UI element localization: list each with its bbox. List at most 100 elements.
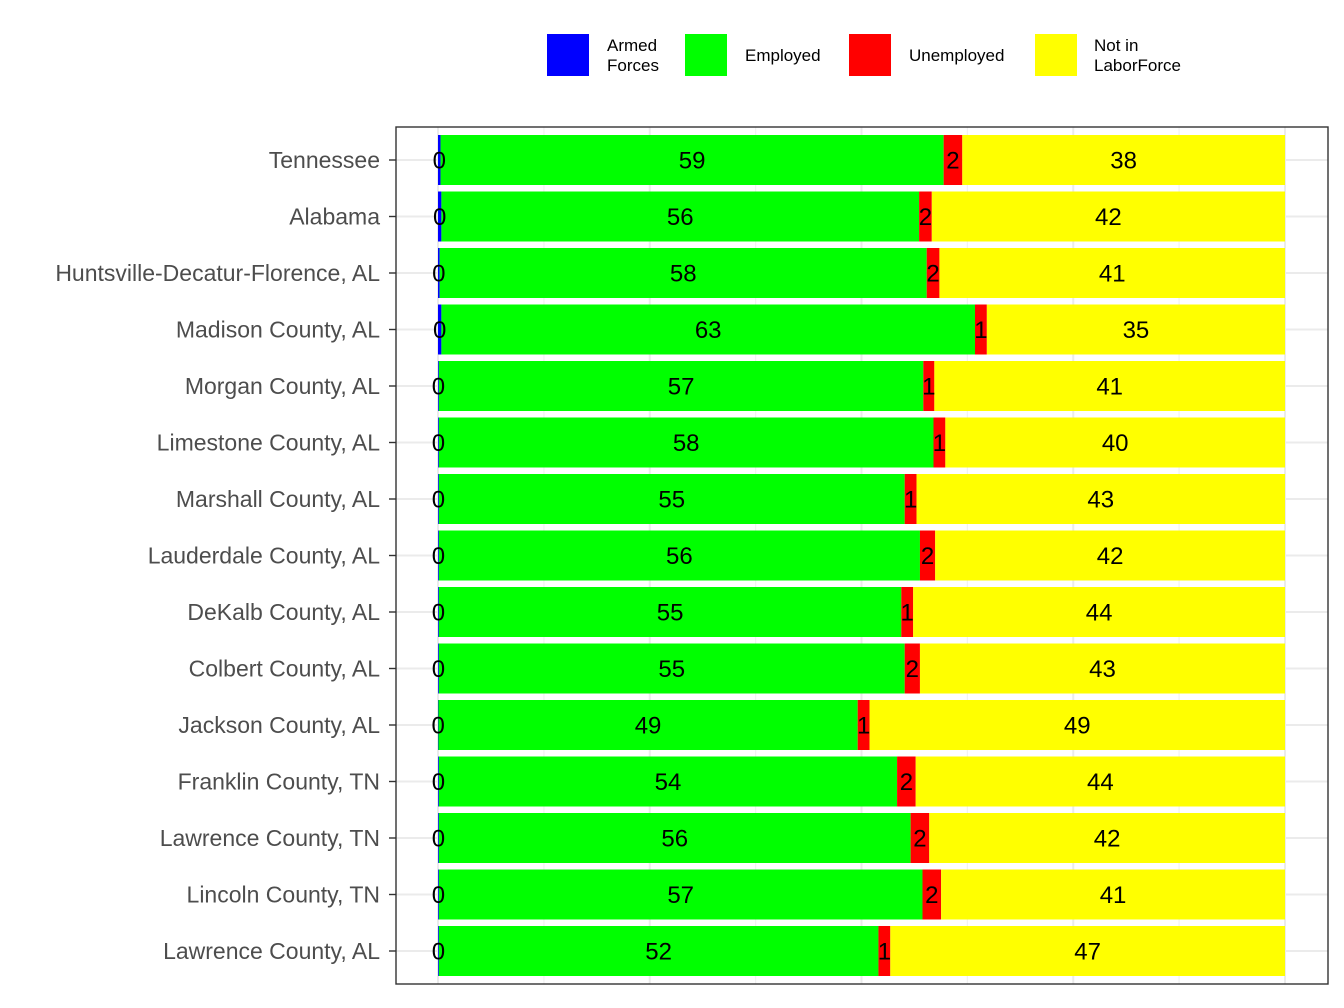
bar-not-in-laborforce-lauderdale-county-al: [935, 530, 1285, 581]
bar-armed-forces-dekalb-county-al: [438, 587, 439, 637]
data-label-not-in-laborforce-alabama: 42: [1095, 204, 1122, 231]
bar-armed-forces-lawrence-county-tn: [438, 813, 439, 863]
bar-not-in-laborforce-alabama: [931, 191, 1285, 242]
bar-unemployed-colbert-county-al: [904, 643, 920, 694]
bar-employed-colbert-county-al: [438, 643, 905, 694]
bar-armed-forces-madison-county-al: [438, 304, 442, 355]
data-label-armed-forces-huntsville-decatur-florence-al: 0: [432, 261, 445, 288]
bar-employed-franklin-county-tn: [438, 756, 898, 807]
data-label-unemployed-alabama: 2: [919, 204, 932, 231]
data-label-employed-jackson-county-al: 49: [635, 713, 662, 740]
bar-employed-limestone-county-al: [438, 417, 934, 468]
data-label-not-in-laborforce-tennessee: 38: [1110, 148, 1137, 175]
bar-employed-dekalb-county-al: [438, 587, 902, 637]
data-label-unemployed-marshall-county-al: 1: [904, 487, 917, 514]
data-label-employed-dekalb-county-al: 55: [657, 600, 684, 627]
bar-unemployed-marshall-county-al: [904, 474, 917, 524]
y-tick-label-tennessee: Tennessee: [269, 147, 380, 173]
y-tick-label-lawrence-county-al: Lawrence County, AL: [163, 938, 380, 964]
y-axis: Tennessee Alabama Huntsville-Decatur-Flore…: [55, 147, 396, 964]
y-tick-label-marshall-county-al: Marshall County, AL: [176, 486, 380, 512]
bar-unemployed-limestone-county-al: [933, 417, 946, 468]
bar-not-in-laborforce-tennessee: [962, 135, 1285, 185]
bar-not-in-laborforce-franklin-county-tn: [915, 756, 1285, 807]
bar-employed-marshall-county-al: [438, 474, 905, 524]
data-label-unemployed-tennessee: 2: [946, 148, 959, 175]
data-label-not-in-laborforce-marshall-county-al: 43: [1087, 487, 1114, 514]
data-label-employed-limestone-county-al: 58: [673, 430, 700, 457]
bar-armed-forces-lawrence-county-al: [438, 926, 439, 976]
bar-employed-tennessee: [440, 135, 944, 185]
data-label-employed-huntsville-decatur-florence-al: 58: [670, 261, 697, 288]
data-label-unemployed-lauderdale-county-al: 2: [921, 543, 934, 570]
data-label-unemployed-lawrence-county-al: 1: [878, 939, 891, 966]
bar-armed-forces-franklin-county-tn: [438, 756, 439, 807]
bar-employed-lawrence-county-tn: [438, 813, 911, 863]
data-label-unemployed-jackson-county-al: 1: [857, 713, 870, 740]
legend-key-armed-forces: [547, 34, 589, 76]
data-label-armed-forces-franklin-county-tn: 0: [432, 769, 445, 796]
data-label-unemployed-lawrence-county-tn: 2: [913, 826, 926, 853]
legend-label-armed-forces: Armed: [607, 36, 657, 55]
bar-unemployed-madison-county-al: [974, 304, 987, 355]
y-tick-label-franklin-county-tn: Franklin County, TN: [178, 769, 380, 795]
panel-border: [395, 126, 1329, 985]
bars: [438, 135, 1285, 976]
data-label-unemployed-colbert-county-al: 2: [906, 656, 919, 683]
bar-employed-jackson-county-al: [438, 700, 858, 750]
legend-key-not-in-laborforce: [1035, 34, 1077, 76]
data-label-not-in-laborforce-franklin-county-tn: 44: [1087, 769, 1114, 796]
data-label-armed-forces-lawrence-county-al: 0: [432, 939, 445, 966]
data-label-armed-forces-tennessee: 0: [433, 148, 446, 175]
bar-unemployed-lawrence-county-tn: [910, 813, 930, 863]
data-label-not-in-laborforce-jackson-county-al: 49: [1064, 713, 1091, 740]
bar-employed-huntsville-decatur-florence-al: [439, 248, 927, 298]
y-tick-label-alabama: Alabama: [289, 204, 380, 230]
bar-employed-lincoln-county-tn: [438, 869, 923, 920]
data-labels: 0 59 2 38 0 56 2 42 0 58 2 41 0 63 1 35 0 57 1 41 0 58 1 40 0 55 1…: [432, 148, 1150, 966]
data-label-not-in-laborforce-morgan-county-al: 41: [1096, 374, 1123, 401]
data-label-employed-madison-county-al: 63: [695, 317, 722, 344]
data-label-unemployed-huntsville-decatur-florence-al: 2: [926, 261, 939, 288]
data-label-employed-alabama: 56: [667, 204, 694, 231]
data-label-employed-franklin-county-tn: 54: [655, 769, 682, 796]
data-label-employed-marshall-county-al: 55: [658, 487, 685, 514]
bar-armed-forces-tennessee: [438, 135, 441, 185]
y-tick-label-dekalb-county-al: DeKalb County, AL: [187, 599, 380, 625]
data-label-not-in-laborforce-lincoln-county-tn: 41: [1100, 882, 1127, 909]
y-tick-label-morgan-county-al: Morgan County, AL: [185, 373, 380, 399]
bar-not-in-laborforce-marshall-county-al: [916, 474, 1285, 524]
bar-armed-forces-jackson-county-al: [438, 700, 439, 750]
bar-employed-madison-county-al: [441, 304, 975, 355]
bar-unemployed-lincoln-county-tn: [922, 869, 942, 920]
data-label-not-in-laborforce-dekalb-county-al: 44: [1086, 600, 1113, 627]
data-label-employed-colbert-county-al: 55: [658, 656, 685, 683]
y-tick-label-jackson-county-al: Jackson County, AL: [178, 712, 380, 738]
data-label-employed-lawrence-county-al: 52: [645, 939, 672, 966]
data-label-armed-forces-limestone-county-al: 0: [432, 430, 445, 457]
data-label-employed-lawrence-county-tn: 56: [661, 826, 688, 853]
data-label-not-in-laborforce-colbert-county-al: 43: [1089, 656, 1116, 683]
bar-not-in-laborforce-lawrence-county-tn: [929, 813, 1285, 863]
bar-not-in-laborforce-limestone-county-al: [945, 417, 1285, 468]
bar-employed-lawrence-county-al: [438, 926, 879, 976]
data-label-employed-lincoln-county-tn: 57: [667, 882, 694, 909]
data-label-employed-tennessee: 59: [679, 148, 706, 175]
bar-unemployed-tennessee: [943, 135, 963, 185]
y-tick-label-colbert-county-al: Colbert County, AL: [189, 656, 381, 682]
data-label-armed-forces-lawrence-county-tn: 0: [432, 826, 445, 853]
bar-not-in-laborforce-morgan-county-al: [934, 361, 1285, 411]
bar-employed-lauderdale-county-al: [438, 530, 920, 581]
data-label-not-in-laborforce-lawrence-county-al: 47: [1074, 939, 1101, 966]
data-label-armed-forces-dekalb-county-al: 0: [432, 600, 445, 627]
y-tick-label-limestone-county-al: Limestone County, AL: [157, 430, 381, 456]
legend-key-unemployed: [849, 34, 891, 76]
data-label-not-in-laborforce-madison-county-al: 35: [1123, 317, 1150, 344]
bar-unemployed-lauderdale-county-al: [919, 530, 936, 581]
data-label-employed-morgan-county-al: 57: [668, 374, 695, 401]
legend-label-employed: Employed: [745, 46, 821, 65]
bar-unemployed-huntsville-decatur-florence-al: [926, 248, 940, 298]
